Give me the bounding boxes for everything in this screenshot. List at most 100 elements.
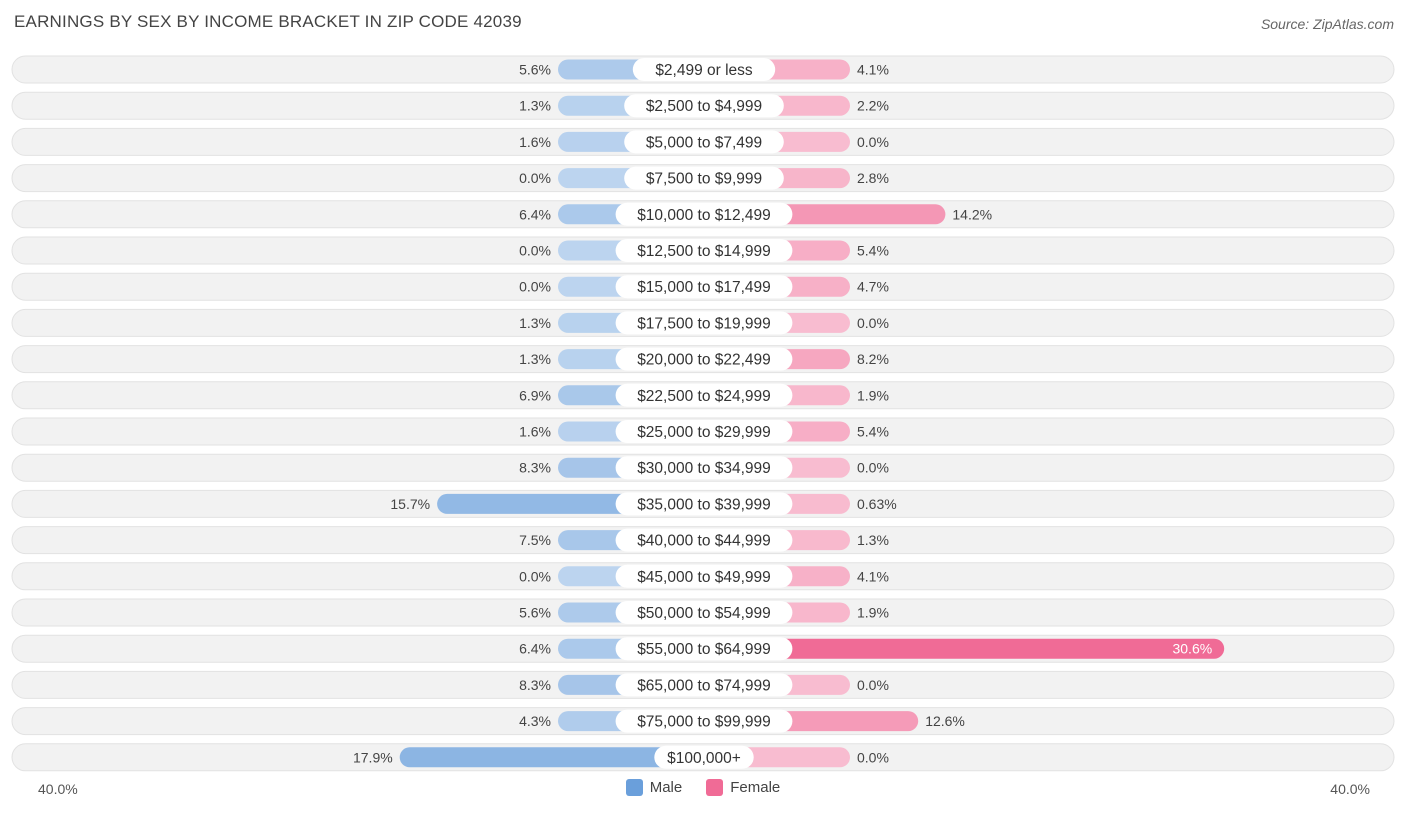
female-bar xyxy=(704,638,1225,659)
category-label: $40,000 to $44,999 xyxy=(637,533,771,550)
row-7: $17,500 to $19,999 1.3% 0.0% xyxy=(11,308,1395,337)
row-17: $65,000 to $74,999 8.3% 0.0% xyxy=(11,670,1395,699)
category-pill xyxy=(615,383,793,407)
category-pill xyxy=(615,709,793,733)
male-value-label: 4.3% xyxy=(519,713,551,729)
category-label: $5,000 to $7,499 xyxy=(646,134,762,151)
male-value-label: 8.3% xyxy=(519,460,551,476)
legend-item-female[interactable]: Female xyxy=(706,779,780,796)
female-value-label: 12.6% xyxy=(925,713,965,729)
category-label: $22,500 to $24,999 xyxy=(637,388,771,405)
category-label: $55,000 to $64,999 xyxy=(637,641,771,658)
category-pill xyxy=(615,601,793,624)
category-pill xyxy=(624,166,784,190)
axis-right-label: 40.0% xyxy=(1330,781,1370,797)
female-value-label: 30.6% xyxy=(1172,641,1212,657)
category-label: $30,000 to $34,999 xyxy=(637,460,771,477)
chart-plot: $2,499 or less 5.6% 4.1% $2,500 to $4,999 1.… xyxy=(11,55,1395,772)
legend-label-male: Male xyxy=(649,779,683,796)
category-label: $75,000 to $99,999 xyxy=(637,714,771,731)
category-label: $2,499 or less xyxy=(655,62,753,79)
female-value-label: 4.1% xyxy=(857,62,889,78)
row-12: $35,000 to $39,999 15.7% 0.63% xyxy=(11,489,1395,518)
category-label: $12,500 to $14,999 xyxy=(637,243,771,260)
category-label: $10,000 to $12,499 xyxy=(637,207,771,224)
row-8: $20,000 to $22,499 1.3% 8.2% xyxy=(11,345,1395,374)
category-pill xyxy=(632,58,776,81)
category-label: $100,000+ xyxy=(667,750,741,767)
male-bar xyxy=(399,747,704,768)
male-value-label: 15.7% xyxy=(390,496,430,512)
category-pill xyxy=(615,311,793,335)
category-label: $25,000 to $29,999 xyxy=(637,424,771,441)
male-value-label: 17.9% xyxy=(353,749,393,765)
legend-swatch-male xyxy=(625,779,643,796)
row-10: $25,000 to $29,999 1.6% 5.4% xyxy=(11,417,1395,446)
category-label: $2,500 to $4,999 xyxy=(646,98,762,115)
category-pill xyxy=(615,564,793,588)
female-value-label: 2.2% xyxy=(857,98,889,114)
female-value-label: 14.2% xyxy=(952,206,992,222)
category-pill xyxy=(615,202,793,226)
female-value-label: 0.0% xyxy=(857,134,889,150)
category-pill xyxy=(615,456,793,480)
category-label: $45,000 to $49,999 xyxy=(637,569,771,586)
category-pill xyxy=(624,130,784,154)
female-value-label: 4.7% xyxy=(857,279,889,295)
female-value-label: 0.0% xyxy=(857,749,889,765)
male-value-label: 1.6% xyxy=(519,134,551,150)
row-3: $7,500 to $9,999 0.0% 2.8% xyxy=(11,164,1395,193)
legend-item-male[interactable]: Male xyxy=(625,779,683,796)
male-value-label: 1.3% xyxy=(519,315,551,331)
male-value-label: 1.6% xyxy=(519,424,551,440)
category-pill xyxy=(615,492,793,516)
row-1: $2,500 to $4,999 1.3% 2.2% xyxy=(11,91,1395,120)
male-value-label: 6.9% xyxy=(519,387,551,403)
category-label: $17,500 to $19,999 xyxy=(637,315,771,332)
category-label: $20,000 to $22,499 xyxy=(637,352,771,369)
male-value-label: 1.3% xyxy=(519,98,551,114)
female-value-label: 1.9% xyxy=(857,605,889,621)
male-value-label: 6.4% xyxy=(519,206,551,222)
category-pill xyxy=(615,347,793,371)
male-value-label: 8.3% xyxy=(519,677,551,693)
chart-source: Source: ZipAtlas.com xyxy=(1260,16,1394,32)
row-15: $50,000 to $54,999 5.6% 1.9% xyxy=(11,598,1395,627)
row-13: $40,000 to $44,999 7.5% 1.3% xyxy=(11,526,1395,555)
category-pill xyxy=(624,94,784,118)
chart-title: EARNINGS BY SEX BY INCOME BRACKET IN ZIP… xyxy=(14,12,522,31)
male-value-label: 0.0% xyxy=(519,568,551,584)
male-value-label: 0.0% xyxy=(519,243,551,259)
legend-label-female: Female xyxy=(730,779,781,796)
row-19: $100,000+ 17.9% 0.0% xyxy=(11,743,1395,772)
row-5: $12,500 to $14,999 0.0% 5.4% xyxy=(11,236,1395,265)
male-value-label: 1.3% xyxy=(519,351,551,367)
category-label: $15,000 to $17,499 xyxy=(637,279,771,296)
male-value-label: 6.4% xyxy=(519,641,551,657)
row-2: $5,000 to $7,499 1.6% 0.0% xyxy=(11,127,1395,156)
male-value-label: 0.0% xyxy=(519,279,551,295)
female-value-label: 0.0% xyxy=(857,315,889,331)
category-pill xyxy=(615,275,793,299)
female-value-label: 1.3% xyxy=(857,532,889,548)
category-pill xyxy=(615,637,793,661)
row-16: $55,000 to $64,999 6.4% 30.6% xyxy=(11,634,1395,663)
category-label: $50,000 to $54,999 xyxy=(637,605,771,622)
category-pill xyxy=(615,673,793,697)
male-value-label: 5.6% xyxy=(519,62,551,78)
category-pill xyxy=(654,745,754,769)
row-18: $75,000 to $99,999 4.3% 12.6% xyxy=(11,707,1395,736)
female-value-label: 2.8% xyxy=(857,170,889,186)
row-0: $2,499 or less 5.6% 4.1% xyxy=(11,55,1395,84)
male-value-label: 0.0% xyxy=(519,170,551,186)
row-9: $22,500 to $24,999 6.9% 1.9% xyxy=(11,381,1395,410)
category-pill xyxy=(615,528,793,552)
female-value-label: 0.63% xyxy=(857,496,897,512)
female-value-label: 8.2% xyxy=(857,351,889,367)
male-value-label: 7.5% xyxy=(519,532,551,548)
legend: Male Female xyxy=(0,779,1406,796)
female-value-label: 4.1% xyxy=(857,568,889,584)
axis-left-label: 40.0% xyxy=(38,781,78,797)
row-4: $10,000 to $12,499 6.4% 14.2% xyxy=(11,200,1395,229)
row-6: $15,000 to $17,499 0.0% 4.7% xyxy=(11,272,1395,301)
